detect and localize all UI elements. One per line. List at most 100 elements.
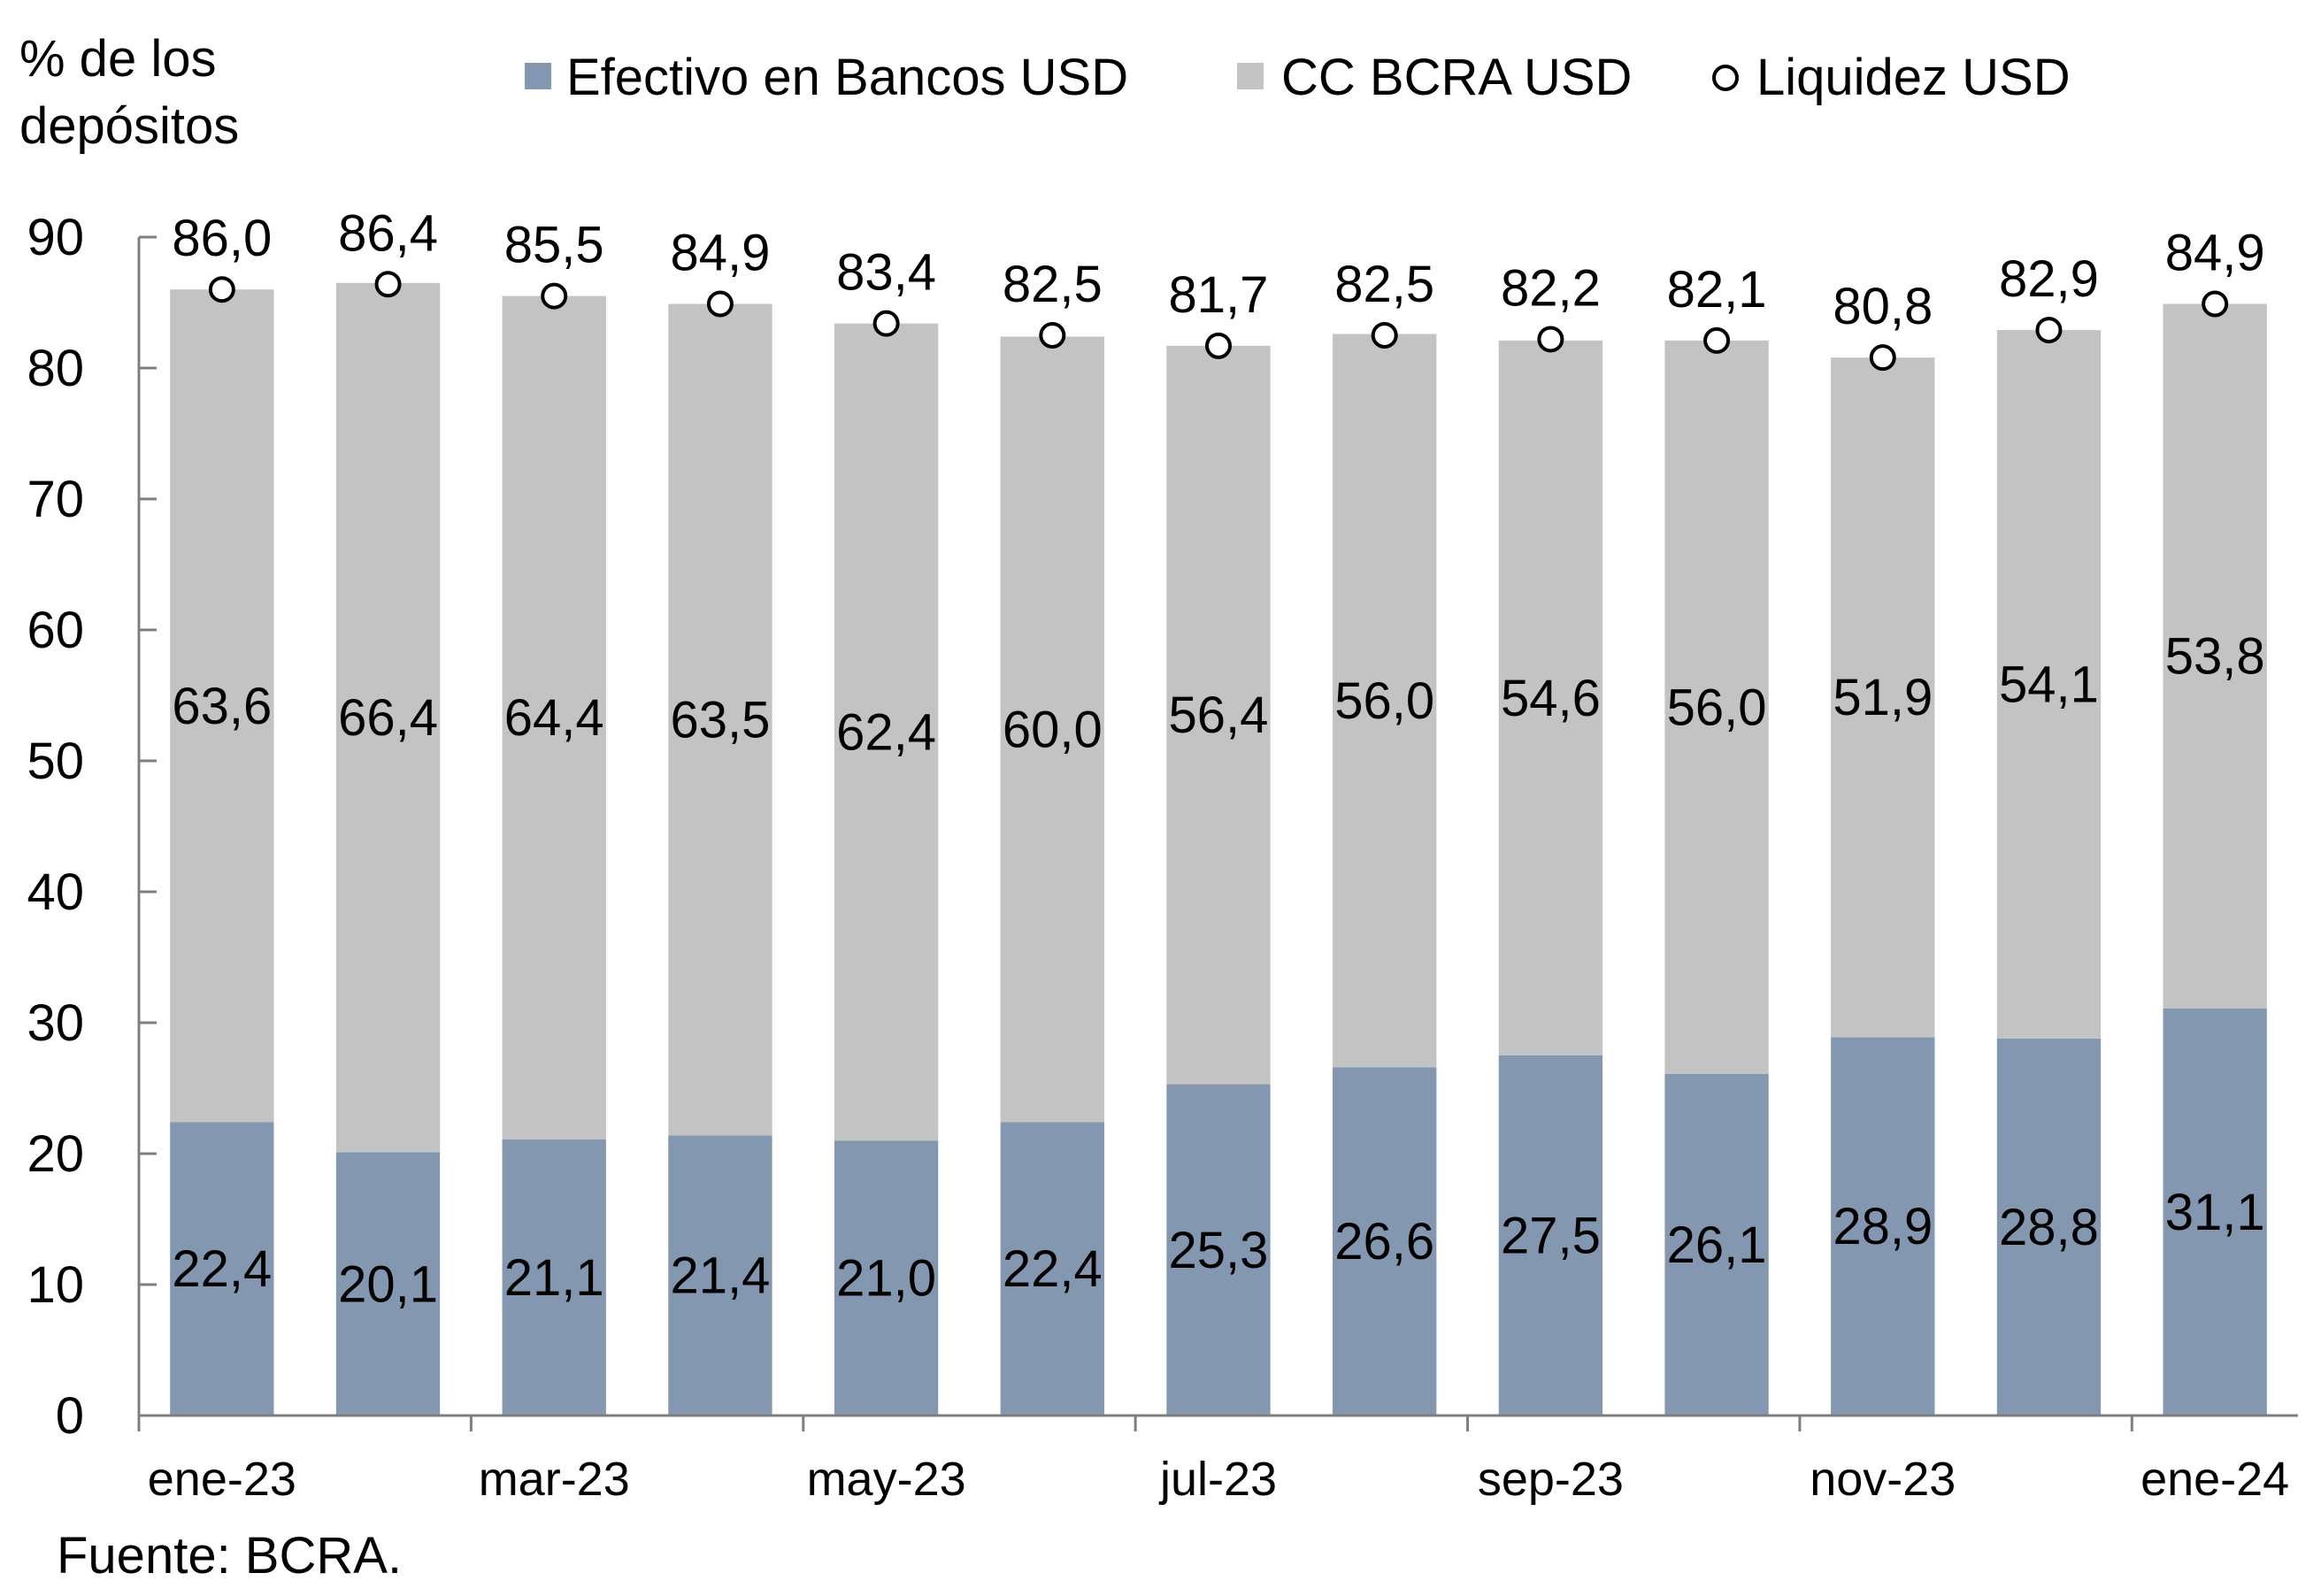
label-liquidez: 84,9 [2165, 224, 2265, 281]
bar-efectivo [335, 1152, 441, 1416]
source-note: Fuente: BCRA. [57, 1527, 402, 1584]
liquidez-marker [374, 271, 402, 298]
bar-cc-bcra [1996, 330, 2102, 1039]
x-tick-label: jul-23 [1158, 1453, 1277, 1506]
label-efectivo: 21,1 [504, 1249, 604, 1307]
liquidez-marker [1703, 326, 1731, 354]
bar-cc-bcra [2163, 303, 2267, 1009]
bar-efectivo [1000, 1122, 1104, 1416]
bar-efectivo [1333, 1067, 1437, 1416]
label-cc-bcra: 56,4 [1169, 687, 1269, 744]
bar-efectivo [2163, 1008, 2267, 1416]
label-efectivo: 28,9 [1833, 1198, 1933, 1255]
label-cc-bcra: 56,0 [1667, 679, 1767, 736]
bar-efectivo [1664, 1073, 1769, 1416]
bar-efectivo [170, 1122, 274, 1416]
label-efectivo: 21,0 [836, 1250, 936, 1308]
label-cc-bcra: 62,4 [836, 703, 936, 761]
x-tick-label: nov-23 [1810, 1453, 1956, 1506]
bar-efectivo [1996, 1038, 2102, 1416]
liquidez-marker [1039, 322, 1066, 349]
legend-item-cc-bcra: CC BCRA USD [1237, 49, 1632, 106]
label-efectivo: 27,5 [1501, 1208, 1601, 1265]
y-tick-label: 50 [27, 733, 84, 790]
x-tick-label: mar-23 [479, 1453, 630, 1506]
label-liquidez: 85,5 [504, 217, 604, 274]
bar-cc-bcra [834, 323, 939, 1141]
y-tick-label: 10 [27, 1256, 84, 1314]
label-efectivo: 21,4 [670, 1247, 770, 1305]
label-liquidez: 82,5 [1003, 256, 1103, 313]
label-efectivo: 20,1 [338, 1255, 438, 1313]
label-efectivo: 28,8 [1999, 1199, 2099, 1256]
legend-item-liquidez: Liquidez USD [1712, 49, 2071, 106]
label-cc-bcra: 54,6 [1501, 670, 1601, 727]
label-efectivo: 31,1 [2165, 1184, 2265, 1241]
label-cc-bcra: 63,5 [670, 691, 770, 748]
label-cc-bcra: 53,8 [2165, 628, 2265, 686]
label-efectivo: 26,1 [1667, 1216, 1767, 1274]
bar-cc-bcra [1000, 336, 1104, 1123]
bar-cc-bcra [170, 289, 274, 1123]
x-tick-label: ene-23 [148, 1453, 296, 1506]
label-cc-bcra: 63,6 [172, 678, 272, 735]
label-efectivo: 25,3 [1169, 1222, 1269, 1279]
y-tick-label: 80 [27, 340, 84, 397]
bar-value-labels: 22,4 63,6 86,0 20,1 66,4 86,4 21,1 64,4 85,5 21,4… [172, 204, 2264, 1313]
bar-efectivo [668, 1135, 772, 1416]
bars [170, 282, 2267, 1416]
label-cc-bcra: 66,4 [338, 689, 438, 747]
y-axis-title-line-1: % de los [19, 30, 216, 88]
y-axis-title-line-2: depósitos [19, 97, 239, 155]
liquidez-marker [2035, 317, 2063, 344]
bar-efectivo [834, 1140, 939, 1416]
label-liquidez: 82,9 [1999, 250, 2099, 308]
liquidez-marker [1371, 322, 1398, 349]
x-tick-label: may-23 [807, 1453, 966, 1506]
legend-item-efectivo: Efectivo en Bancos USD [525, 49, 1128, 106]
bar-efectivo [1166, 1084, 1271, 1416]
bar-cc-bcra [502, 295, 606, 1139]
legend-marker-liquidez [1712, 65, 1739, 91]
label-liquidez: 84,9 [670, 224, 770, 281]
bar-cc-bcra [1333, 334, 1437, 1068]
legend-swatch-efectivo [525, 63, 551, 89]
y-tick-label: 60 [27, 602, 84, 659]
label-liquidez: 82,2 [1501, 259, 1601, 317]
label-liquidez: 82,1 [1667, 261, 1767, 318]
bar-cc-bcra [1166, 345, 1271, 1085]
y-tick-label: 40 [27, 863, 84, 921]
liquidez-marker [208, 276, 235, 303]
liquidez-marker [541, 282, 568, 310]
bar-efectivo [1831, 1037, 1935, 1416]
label-cc-bcra: 56,0 [1334, 672, 1434, 730]
label-cc-bcra: 51,9 [1833, 669, 1933, 726]
bar-efectivo [502, 1139, 606, 1416]
liquidez-marker [1537, 326, 1564, 353]
label-liquidez: 86,0 [172, 210, 272, 267]
liquidez-marker [1869, 344, 1896, 372]
label-liquidez: 82,5 [1334, 256, 1434, 313]
bar-efectivo [1498, 1055, 1603, 1416]
label-efectivo: 22,4 [172, 1240, 272, 1298]
bar-cc-bcra [1664, 340, 1769, 1074]
y-axis-title: % de los depósitos [19, 30, 239, 155]
legend-label-liquidez: Liquidez USD [1756, 49, 2071, 106]
y-tick-label: 70 [27, 471, 84, 528]
bar-cc-bcra [1498, 340, 1603, 1055]
y-tick-label: 20 [27, 1125, 84, 1183]
label-liquidez: 83,4 [836, 244, 936, 302]
liquidez-markers [208, 271, 2229, 372]
label-liquidez: 86,4 [338, 204, 438, 262]
legend-label-efectivo: Efectivo en Bancos USD [566, 49, 1128, 106]
bar-cc-bcra [1831, 357, 1935, 1038]
legend-swatch-cc-bcra [1237, 63, 1264, 89]
label-liquidez: 80,8 [1833, 278, 1933, 335]
liquidez-marker [706, 290, 734, 318]
x-tick-label: sep-23 [1478, 1453, 1624, 1506]
bar-cc-bcra [335, 282, 441, 1153]
liquidez-marker [1205, 332, 1232, 359]
legend: Efectivo en Bancos USD CC BCRA USD Liqui… [525, 49, 2071, 106]
label-cc-bcra: 54,1 [1999, 656, 2099, 713]
